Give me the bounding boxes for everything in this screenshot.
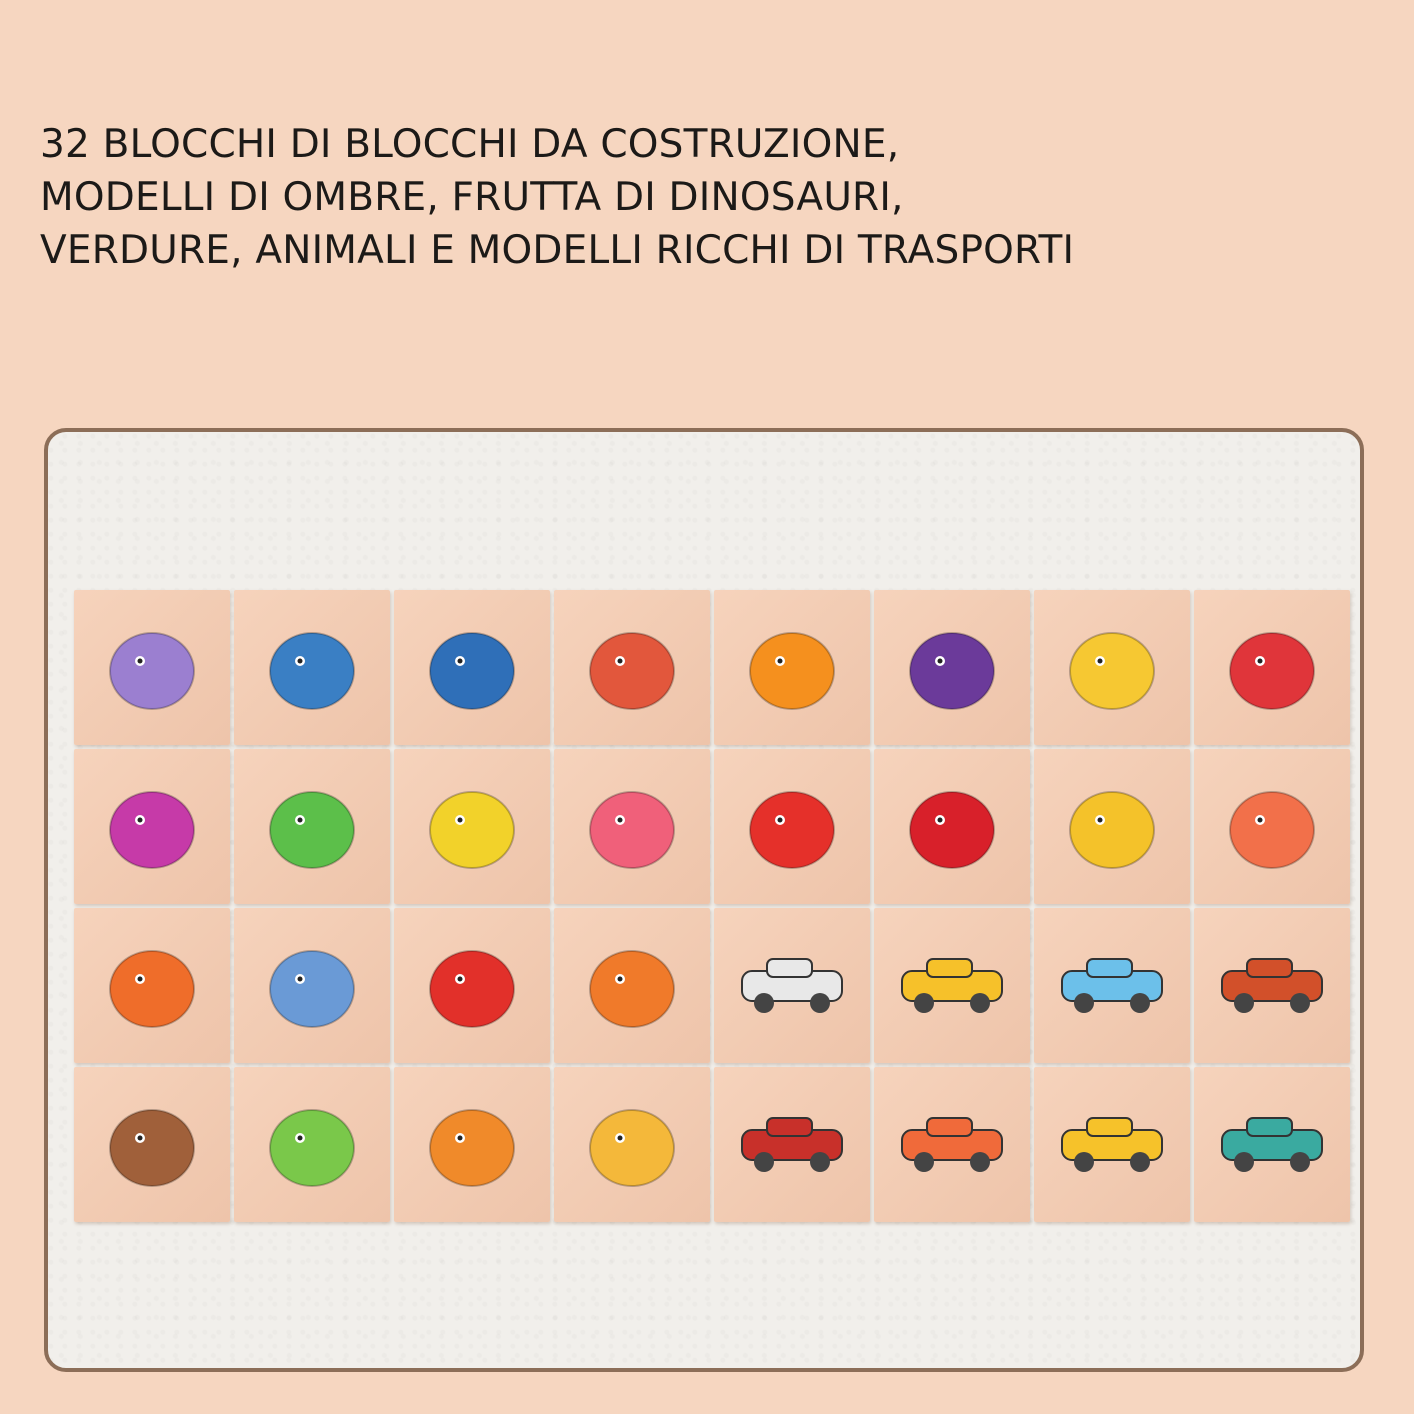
wooden-tile	[74, 1067, 230, 1222]
wooden-tile	[714, 1067, 870, 1222]
wooden-tile	[1194, 749, 1350, 904]
banana-icon	[1069, 790, 1155, 869]
orange-icon	[749, 631, 835, 710]
wooden-tile	[554, 1067, 710, 1222]
sports-car-icon	[1221, 957, 1323, 1013]
suv-icon	[741, 957, 843, 1013]
tile-grid	[74, 590, 1350, 1222]
elephant-icon	[269, 949, 355, 1028]
pineapple-icon	[1069, 631, 1155, 710]
headline-line-1: 32 BLOCCHI DI BLOCCHI DA COSTRUZIONE,	[40, 122, 900, 167]
wooden-tile	[74, 590, 230, 745]
yellow-dinosaur-icon	[429, 790, 515, 869]
pickup-truck-icon	[741, 1116, 843, 1172]
wooden-tile	[394, 749, 550, 904]
wooden-tile	[234, 908, 390, 1063]
wooden-tile	[234, 749, 390, 904]
grapes-icon	[909, 631, 995, 710]
wooden-tile	[714, 908, 870, 1063]
parasaurolophus-icon	[589, 631, 675, 710]
brachiosaurus-icon	[109, 790, 195, 869]
carrot-icon	[1229, 790, 1315, 869]
wooden-tile	[234, 590, 390, 745]
yellow-car-icon	[901, 957, 1003, 1013]
wooden-tile	[1034, 590, 1190, 745]
wooden-tile	[394, 908, 550, 1063]
wooden-tile	[554, 590, 710, 745]
wooden-tile	[714, 590, 870, 745]
trex-icon	[429, 631, 515, 710]
giraffe-icon	[589, 1108, 675, 1187]
wooden-tile	[74, 749, 230, 904]
wooden-tile	[1194, 590, 1350, 745]
tomato-icon	[749, 790, 835, 869]
wooden-tile	[874, 749, 1030, 904]
wooden-tile	[394, 590, 550, 745]
wooden-tile	[874, 908, 1030, 1063]
headline: 32 BLOCCHI DI BLOCCHI DA COSTRUZIONE, MO…	[40, 118, 1074, 277]
strawberry-icon	[1229, 631, 1315, 710]
rocket-icon	[901, 1116, 1003, 1172]
wooden-tile	[1194, 908, 1350, 1063]
triceratops-icon	[109, 631, 195, 710]
wooden-tile	[714, 749, 870, 904]
pterodactyl-icon	[269, 790, 355, 869]
wooden-tile	[554, 908, 710, 1063]
wooden-tile	[1034, 749, 1190, 904]
headline-line-3: VERDURE, ANIMALI E MODELLI RICCHI DI TRA…	[40, 228, 1075, 273]
wooden-tile	[1194, 1067, 1350, 1222]
wooden-tile	[1034, 908, 1190, 1063]
cherries-icon	[909, 790, 995, 869]
airplane-icon	[1061, 957, 1163, 1013]
lion-icon	[429, 1108, 515, 1187]
headline-line-2: MODELLI DI OMBRE, FRUTTA DI DINOSAURI,	[40, 175, 904, 220]
boat-icon	[1221, 1116, 1323, 1172]
pink-dinosaur-icon	[589, 790, 675, 869]
fox-icon	[589, 949, 675, 1028]
wooden-tile	[874, 1067, 1030, 1222]
owl-icon	[109, 949, 195, 1028]
monkey-icon	[109, 1108, 195, 1187]
ladybug-icon	[429, 949, 515, 1028]
wooden-tile	[74, 908, 230, 1063]
wooden-tile	[554, 749, 710, 904]
wooden-tile	[874, 590, 1030, 745]
dinosaur-icon	[269, 631, 355, 710]
wooden-tile	[394, 1067, 550, 1222]
taxi-icon	[1061, 1116, 1163, 1172]
frog-icon	[269, 1108, 355, 1187]
wooden-tile	[234, 1067, 390, 1222]
wooden-tile	[1034, 1067, 1190, 1222]
